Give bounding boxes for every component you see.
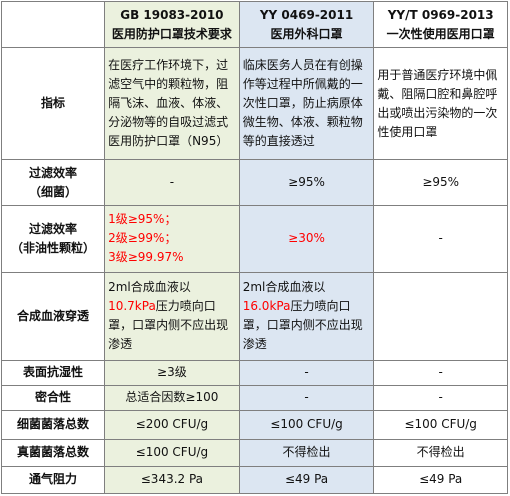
particle-gb-level1: 1级≥95%； [108, 212, 177, 227]
resistance-yyt: ≤49 Pa [373, 465, 508, 495]
resistance-yy: ≤49 Pa [238, 465, 375, 495]
indicator-label: 指标 [0, 47, 106, 161]
header-corner-cell [0, 0, 106, 49]
wetting-gb: ≥3级 [104, 359, 240, 386]
particle-yyt: - [373, 205, 508, 273]
particle-gb-level2: 2级≥99%； [108, 231, 177, 246]
resistance-gb: ≤343.2 Pa [104, 465, 240, 495]
fungi-count-gb: ≤100 CFU/g [104, 438, 240, 467]
blood-penetration-label: 合成血液穿透 [0, 271, 106, 361]
bacteria-count-label: 细菌菌落总数 [0, 409, 106, 440]
indicator-gb: 在医疗工作环境下，过滤空气中的颗粒物，阻隔飞沫、血液、体液、分泌物等的自吸过滤式… [104, 47, 240, 161]
yy-standard-name: 医用外科口罩 [270, 26, 343, 41]
blood-yy-pressure: 16.0kPa [242, 299, 291, 314]
bacteria-count-yyt: ≤100 CFU/g [373, 409, 508, 440]
resistance-label: 通气阻力 [0, 465, 106, 495]
bacteria-count-yy: ≤100 CFU/g [238, 409, 375, 440]
yyt-standard-name: 一次性使用医用口罩 [386, 26, 495, 41]
particle-yy: ≥30% [238, 205, 375, 273]
bacteria-count-gb: ≤200 CFU/g [104, 409, 240, 440]
yyt-standard-code: YY/T 0969-2013 [387, 7, 494, 22]
blood-yy-pre: 2ml合成血液以 [242, 280, 326, 295]
blood-gb-post: 压力喷向口罩，口罩内侧不应出现渗透 [108, 299, 229, 352]
bacterial-yyt: ≥95% [373, 159, 508, 207]
indicator-yyt: 用于普通医疗环境中佩戴、阻隔口腔和鼻腔呼出或喷出污染物的一次性使用口罩 [373, 47, 508, 161]
blood-yyt [373, 271, 508, 361]
row-indicator: 指标 在医疗工作环境下，过滤空气中的颗粒物，阻隔飞沫、血液、体液、分泌物等的自吸… [0, 47, 508, 161]
row-surface-wetting: 表面抗湿性 ≥3级 - - [0, 359, 508, 386]
particle-gb: 1级≥95%； 2级≥99%； 3级≥99.97% [104, 205, 240, 273]
fungi-count-label: 真菌菌落总数 [0, 438, 106, 467]
blood-gb-pressure: 10.7kPa [108, 299, 156, 314]
yy-standard-code: YY 0469-2011 [259, 7, 354, 22]
fit-gb: 总适合因数≥100 [104, 384, 240, 411]
row-fungi-count: 真菌菌落总数 ≤100 CFU/g 不得检出 不得检出 [0, 438, 508, 467]
row-bacteria-count: 细菌菌落总数 ≤200 CFU/g ≤100 CFU/g ≤100 CFU/g [0, 409, 508, 440]
header-row: GB 19083-2010 医用防护口罩技术要求 YY 0469-2011 医用… [0, 0, 508, 49]
row-fit: 密合性 总适合因数≥100 - - [0, 384, 508, 411]
fit-yy: - [238, 384, 375, 411]
fit-yyt: - [373, 384, 508, 411]
gb-standard-code: GB 19083-2010 [120, 7, 224, 22]
particle-label-line1: 过滤效率 [29, 221, 78, 236]
fit-label: 密合性 [0, 384, 106, 411]
blood-yy: 2ml合成血液以 16.0kPa压力喷向口罩，口罩内侧不应出现渗透 [238, 271, 375, 361]
fungi-count-yy: 不得检出 [238, 438, 375, 467]
particle-filtration-label: 过滤效率 （非油性颗粒） [0, 205, 106, 273]
fungi-count-yyt: 不得检出 [373, 438, 508, 467]
wetting-label: 表面抗湿性 [0, 359, 106, 386]
wetting-yy: - [238, 359, 375, 386]
row-breathing-resistance: 通气阻力 ≤343.2 Pa ≤49 Pa ≤49 Pa [0, 465, 508, 495]
gb-standard-name: 医用防护口罩技术要求 [111, 26, 232, 41]
particle-gb-level3: 3级≥99.97% [108, 250, 184, 265]
header-gb-standard: GB 19083-2010 医用防护口罩技术要求 [104, 0, 240, 49]
blood-gb: 2ml合成血液以 10.7kPa压力喷向口罩，口罩内侧不应出现渗透 [104, 271, 240, 361]
bacterial-filtration-label: 过滤效率 （细菌） [0, 159, 106, 207]
particle-label-line2: （非油性颗粒） [11, 240, 96, 255]
bacterial-gb: - [104, 159, 240, 207]
row-bacterial-filtration: 过滤效率 （细菌） - ≥95% ≥95% [0, 159, 508, 207]
bacterial-label-line1: 过滤效率 [29, 165, 78, 180]
blood-gb-pre: 2ml合成血液以 [108, 280, 191, 295]
header-yy-standard: YY 0469-2011 医用外科口罩 [238, 0, 375, 49]
row-blood-penetration: 合成血液穿透 2ml合成血液以10.7kPa压力喷向口罩，口罩内侧不应出现渗透 … [0, 271, 508, 361]
indicator-yy: 临床医务人员在有创操作等过程中所佩戴的一次性口罩，防止病原体微生物、体液、颗粒物… [238, 47, 375, 161]
row-particle-filtration: 过滤效率 （非油性颗粒） 1级≥95%； 2级≥99%； 3级≥99.97% ≥… [0, 205, 508, 273]
wetting-yyt: - [373, 359, 508, 386]
bacterial-yy: ≥95% [238, 159, 375, 207]
bacterial-label-line2: （细菌） [29, 184, 78, 199]
header-yyt-standard: YY/T 0969-2013 一次性使用医用口罩 [373, 0, 508, 49]
blood-yy-post: 压力喷向口罩，口罩内侧不应出现渗透 [242, 299, 363, 352]
